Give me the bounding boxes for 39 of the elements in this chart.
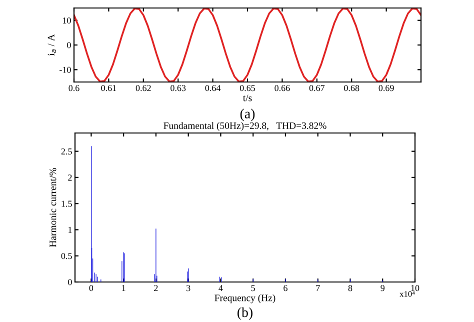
x-tick-label: 7 (316, 285, 320, 292)
x-axis-title: t/s (243, 94, 252, 102)
x-axis-title: Frequency (Hz) (214, 294, 276, 304)
line-series (74, 8, 421, 82)
x-tick-label: 6 (284, 285, 288, 292)
y-axis-title: i$_{a}$ / A (48, 34, 56, 56)
x-tick-label: 0.63 (170, 85, 186, 92)
y-tick-label: 0 (68, 279, 72, 286)
y-tick-label: 1 (68, 226, 72, 233)
x-tick-label: 0.64 (205, 85, 221, 92)
y-tick-label: 0.5 (61, 252, 72, 260)
x-tick-label: 10 (411, 285, 420, 292)
x-tick-label: 0.69 (378, 85, 394, 92)
chart-title: Fundamental (50Hz)=29.8, THD=3.82% (164, 122, 326, 131)
x-tick-label: 3 (186, 285, 190, 292)
x-tick-label: 9 (380, 285, 385, 292)
text: (b) (238, 307, 252, 320)
x-tick-label: 0.61 (101, 85, 116, 92)
x-tick-label: 0.68 (344, 85, 360, 92)
x-tick-label: 0 (89, 285, 94, 292)
x-tick-label: 2 (154, 285, 158, 292)
x-tick-label: 0.6 (68, 85, 80, 92)
x-tick-label: 1 (122, 285, 126, 292)
text: x10⁴ (400, 291, 415, 297)
y-tick-label: 2 (68, 174, 72, 181)
x-tick-label: 0.67 (309, 85, 325, 92)
x-tick-label: 0.65 (240, 85, 256, 92)
x-tick-label: 8 (348, 285, 352, 292)
y-tick-label: -10 (60, 66, 71, 73)
y-tick-label: 10 (62, 17, 71, 24)
x-tick-label: 4 (218, 285, 223, 292)
x-tick-label: 0.62 (136, 85, 151, 92)
x-tick-label: 5 (251, 285, 255, 292)
y-tick-label: 1.5 (62, 200, 72, 207)
y-axis-title: Harmonic current/% (50, 168, 56, 248)
y-tick-label: 0 (67, 42, 71, 48)
y-tick-label: 2.5 (61, 148, 72, 155)
x-tick-label: 0.66 (274, 85, 290, 92)
text: (a) (240, 108, 255, 122)
